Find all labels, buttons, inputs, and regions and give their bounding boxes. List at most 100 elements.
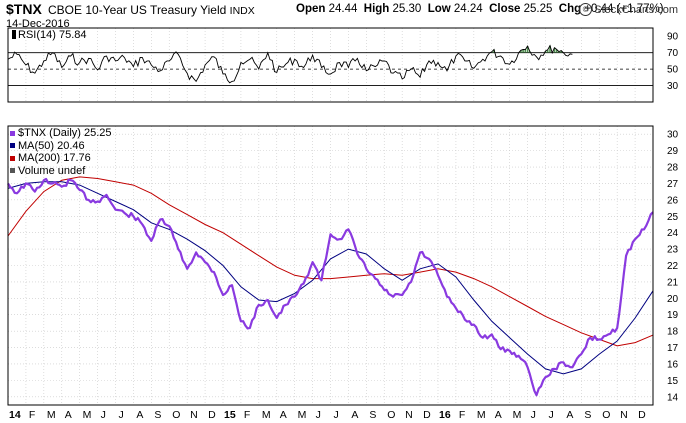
legend-swatch-icon	[10, 168, 15, 174]
price-y-tick-label: 24	[667, 228, 679, 239]
rsi-overbought-area	[13, 45, 562, 53]
price-y-tick-label: 21	[667, 277, 679, 288]
x-tick-label: A	[495, 409, 502, 421]
x-tick-label: O	[172, 409, 180, 421]
close-value: 25.25	[523, 3, 553, 15]
axes	[7, 27, 654, 406]
x-tick-label: A	[136, 409, 143, 421]
open-value: 24.44	[328, 3, 358, 15]
low-label: Low	[427, 3, 451, 15]
price-panel-frame	[7, 125, 654, 406]
price-y-tick-label: 28	[667, 163, 679, 174]
x-tick-label: D	[208, 409, 216, 421]
x-tick-label: S	[154, 409, 161, 421]
low-value: 24.24	[453, 3, 483, 15]
price-y-tick-label: 16	[667, 359, 679, 370]
symbol-exchange: INDX	[229, 5, 255, 17]
x-tick-label: M	[83, 409, 92, 421]
x-tick-label: F	[244, 409, 250, 421]
rsi-title: RSI(14) 75.84	[12, 29, 86, 41]
x-tick-label: A	[280, 409, 287, 421]
ma200-line	[7, 176, 654, 347]
rsi-panel-frame	[7, 27, 654, 103]
rsi-y-tick-label: 50	[667, 65, 679, 76]
rsi-y-tick-label: 30	[667, 81, 679, 92]
x-tick-label: M	[298, 409, 307, 421]
x-tick-label: A	[65, 409, 72, 421]
price-y-tick-label: 22	[667, 261, 679, 272]
symbol-fullname: CBOE 10-Year US Treasury Yield	[48, 3, 227, 17]
legend-entry: MA(50) 20.46	[10, 140, 112, 153]
y-tick-labels: 30 50 70 90 14 15 16 17 18 19 20 21 22 23 24 25 26 27 28 29…	[667, 32, 679, 404]
x-tick-label: 14	[9, 409, 21, 421]
legend-entry: MA(200) 17.76	[10, 152, 112, 165]
legend-label: $TNX (Daily) 25.25	[18, 127, 112, 139]
x-tick-label: N	[190, 409, 198, 421]
legend-label: MA(200) 17.76	[18, 152, 91, 164]
series-lines	[7, 44, 654, 397]
price-y-tick-label: 27	[667, 179, 679, 190]
chart-date: 14-Dec-2016	[6, 18, 70, 30]
rsi-title-text: RSI(14) 75.84	[18, 29, 87, 41]
x-tick-label: N	[405, 409, 413, 421]
legend-entry: Volume undef	[10, 165, 112, 178]
price-y-tick-label: 30	[667, 130, 679, 141]
x-tick-label: M	[47, 409, 56, 421]
x-tick-label: A	[351, 409, 358, 421]
x-tick-label: 15	[224, 409, 236, 421]
x-tick-label: D	[638, 409, 646, 421]
legend-swatch-icon	[10, 155, 15, 161]
legend-label: Volume undef	[18, 164, 86, 177]
price-y-tick-label: 18	[667, 327, 679, 338]
x-tick-label: M	[513, 409, 522, 421]
price-y-tick-label: 15	[667, 376, 679, 387]
price-y-tick-label: 20	[667, 294, 679, 305]
x-tick-labels: 14 F M A M J J A S O N D 15 F M A M J J A S O N D 16 F M A M J J A S O N D	[9, 409, 646, 421]
symbol-name: CBOE 10-Year US Treasury Yield INDX	[48, 3, 255, 17]
stockcharts-credit: © StockCharts.com	[579, 3, 678, 16]
x-tick-label: S	[584, 409, 591, 421]
x-tick-label: O	[387, 409, 395, 421]
symbol-ticker: $TNX	[6, 1, 42, 17]
close-label: Close	[489, 3, 521, 15]
x-tick-label: O	[602, 409, 610, 421]
legend-label: MA(50) 20.46	[18, 139, 85, 152]
chg-value: +0.44 (+1.77%)	[584, 3, 664, 15]
x-tick-label: J	[531, 409, 536, 421]
high-value: 25.30	[392, 3, 422, 15]
price-y-tick-label: 25	[667, 212, 679, 223]
price-y-tick-label: 14	[667, 392, 679, 403]
x-tick-label: J	[316, 409, 321, 421]
legend-entry: $TNX (Daily) 25.25	[10, 127, 112, 140]
x-tick-label: N	[620, 409, 628, 421]
credit-text: StockCharts.com	[594, 4, 678, 16]
legend-swatch-icon	[10, 143, 15, 149]
price-y-tick-label: 23	[667, 245, 679, 256]
rsi-line	[7, 44, 573, 84]
open-label: Open	[296, 3, 326, 15]
rsi-grid	[7, 28, 654, 102]
x-tick-label: F	[459, 409, 465, 421]
price-line	[7, 177, 654, 397]
x-tick-label: M	[262, 409, 271, 421]
x-tick-label: F	[29, 409, 35, 421]
x-tick-label: A	[566, 409, 573, 421]
x-tick-label: M	[477, 409, 486, 421]
high-label: High	[363, 3, 390, 15]
price-y-tick-label: 19	[667, 310, 679, 321]
x-tick-label: J	[119, 409, 124, 421]
x-tick-label: 16	[439, 409, 451, 421]
price-y-tick-label: 29	[667, 146, 679, 157]
rsi-y-tick-label: 70	[667, 48, 679, 59]
x-tick-label: J	[549, 409, 554, 421]
ma50-line	[7, 181, 654, 375]
rsi-y-tick-label: 90	[667, 32, 679, 43]
quote-summary: Open 24.44 High 25.30 Low 24.24 Close 25…	[296, 3, 664, 15]
price-grid	[7, 126, 654, 405]
x-tick-label: J	[101, 409, 106, 421]
chg-label: Chg	[558, 3, 582, 15]
x-tick-label: J	[334, 409, 339, 421]
rsi-overbought-fill	[13, 45, 562, 53]
legend-swatch-icon	[10, 130, 15, 136]
